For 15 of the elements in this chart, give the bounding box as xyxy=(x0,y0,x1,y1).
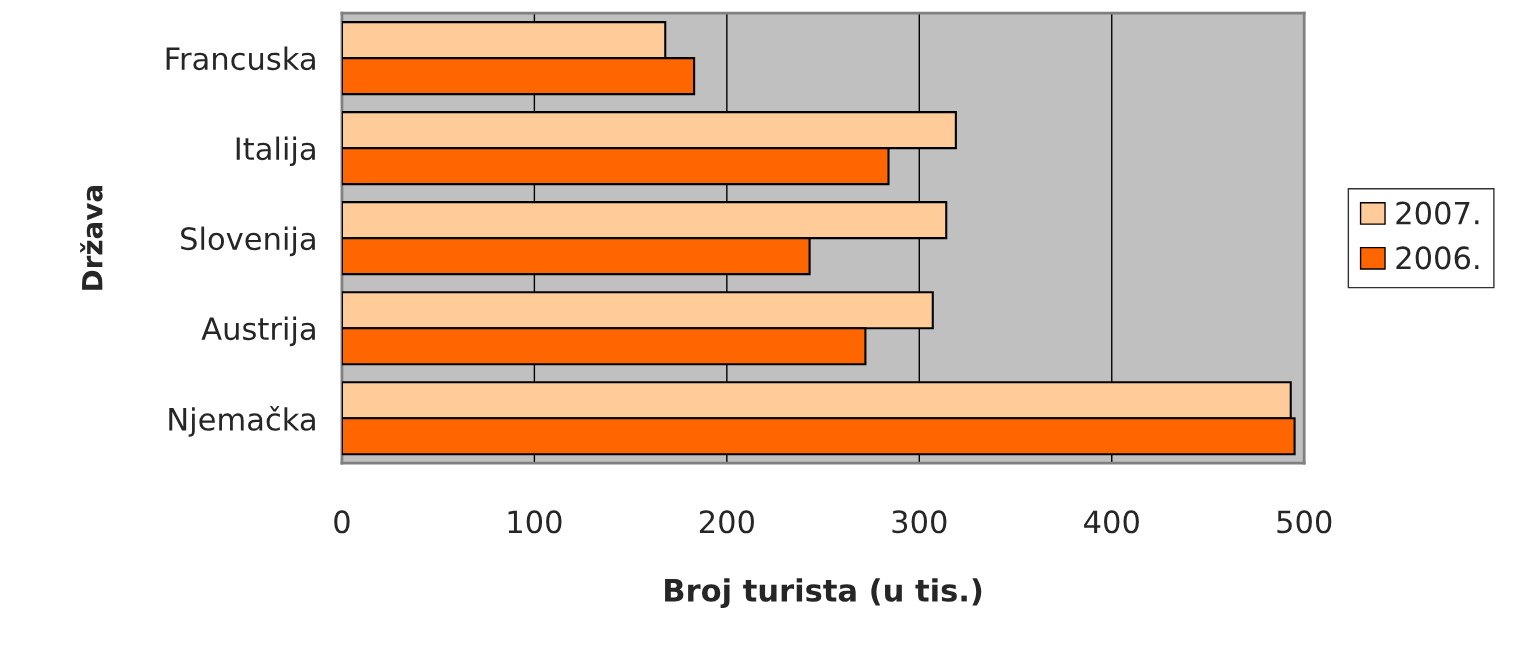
x-tick-label: 100 xyxy=(508,510,562,534)
y-tick-label: Slovenija xyxy=(181,226,315,257)
x-tick-label: 400 xyxy=(1084,510,1139,534)
x-tick-label: 300 xyxy=(892,510,947,534)
y-tick-label: Njemačka xyxy=(169,405,315,437)
x-axis-title: Broj turista (u tis.) xyxy=(665,578,982,608)
y-tick-label: Francuska xyxy=(166,46,315,71)
x-tick-label: 200 xyxy=(699,510,754,534)
x-tick-label: 0 xyxy=(334,510,350,534)
legend-label: 2007. xyxy=(1396,201,1479,225)
y-tick-label: Italija xyxy=(236,136,315,167)
legend-label: 2006. xyxy=(1396,246,1479,270)
y-tick-label: Austrija xyxy=(201,316,315,347)
x-tick-label: 500 xyxy=(1277,510,1332,534)
y-axis-title: Država xyxy=(80,186,103,290)
